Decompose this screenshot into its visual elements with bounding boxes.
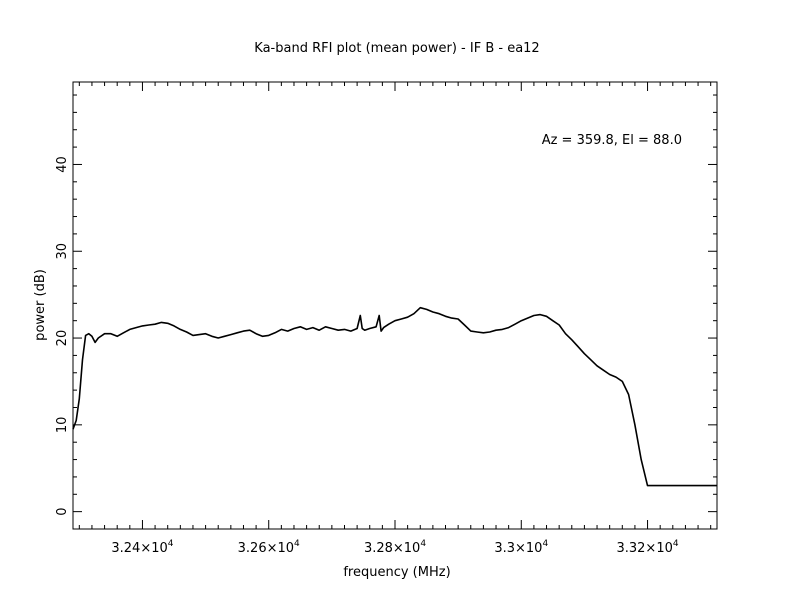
y-tick-label: 40 xyxy=(55,156,70,173)
x-tick-labels-group: 3.24×104 3.26×104 3.28×104 3.3×104 3.32×104 xyxy=(111,539,678,556)
chart-title: Ka-band RFI plot (mean power) - IF B - e… xyxy=(254,41,539,56)
plot-frame xyxy=(72,81,718,530)
y-axis-label: power (dB) xyxy=(33,269,48,341)
x-tick-label: 3.26×104 xyxy=(238,539,300,556)
y-ticks-group xyxy=(73,94,717,513)
y-tick-label: 30 xyxy=(55,243,70,260)
annotation-az-el: Az = 359.8, El = 88.0 xyxy=(542,133,682,148)
x-axis-label: frequency (MHz) xyxy=(343,565,450,580)
series-line xyxy=(72,306,717,487)
x-tick-label: 3.3×104 xyxy=(494,539,548,556)
x-tick-label: 3.32×104 xyxy=(616,539,678,556)
x-ticks-group xyxy=(78,82,712,529)
y-tick-label: 10 xyxy=(55,417,70,434)
y-tick-labels-group: 0 10 20 30 40 xyxy=(55,156,70,516)
series-group xyxy=(72,306,717,487)
x-tick-label: 3.24×104 xyxy=(111,539,173,556)
x-tick-label: 3.28×104 xyxy=(364,539,426,556)
y-tick-label: 20 xyxy=(55,330,70,347)
y-tick-label: 0 xyxy=(55,508,70,516)
